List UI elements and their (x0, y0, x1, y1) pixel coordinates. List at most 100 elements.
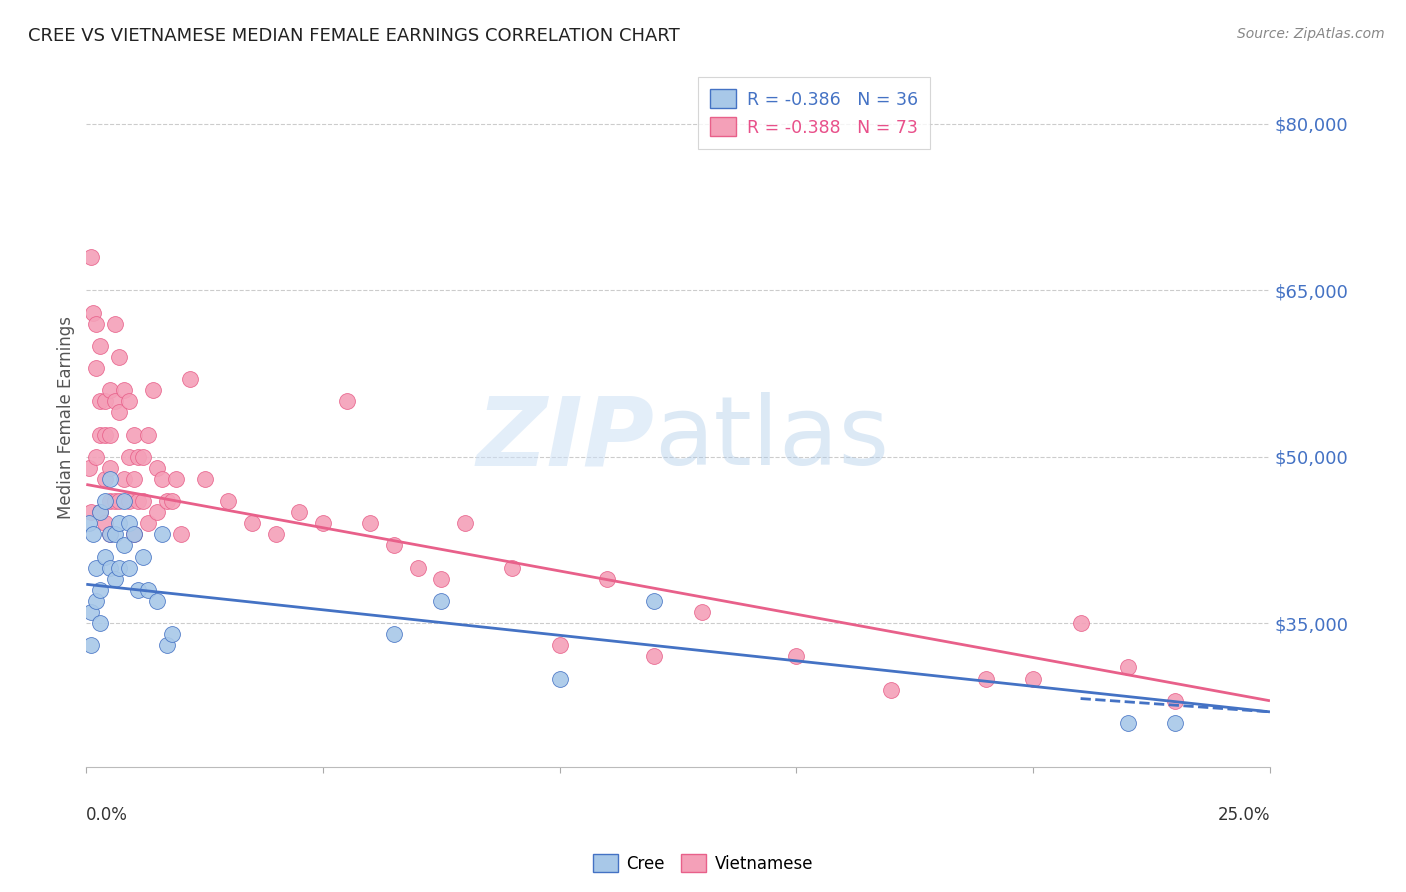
Point (1116, 660, 1139, 674)
Point (132, 450, 155, 464)
Text: 25.0%: 25.0% (1218, 806, 1270, 824)
Point (98, 494, 121, 508)
Point (454, 516, 477, 531)
Point (643, 649, 665, 664)
Point (98, 527, 121, 541)
Point (146, 594, 169, 608)
Point (127, 582, 149, 597)
Point (156, 494, 179, 508)
Point (118, 494, 141, 508)
Point (112, 539, 135, 553)
Point (94, 394, 117, 409)
Point (785, 649, 807, 664)
Point (240, 516, 263, 531)
Point (122, 427, 145, 442)
Legend: R = -0.386   N = 36, R = -0.388   N = 73: R = -0.386 N = 36, R = -0.388 N = 73 (697, 78, 929, 149)
Point (643, 594, 665, 608)
Point (430, 572, 453, 586)
Point (194, 472, 217, 486)
Point (359, 516, 381, 531)
Point (406, 560, 429, 574)
Text: Source: ZipAtlas.com: Source: ZipAtlas.com (1237, 27, 1385, 41)
Point (1164, 694, 1187, 708)
Point (89, 394, 111, 409)
Point (150, 472, 173, 486)
Text: 0.0%: 0.0% (86, 806, 128, 824)
Point (84, 361, 107, 376)
Point (98, 383, 121, 397)
Point (160, 627, 183, 641)
Point (312, 516, 335, 531)
Point (548, 638, 571, 652)
Point (84, 450, 107, 464)
Point (104, 572, 127, 586)
Point (336, 394, 359, 409)
Point (880, 682, 903, 697)
Point (288, 505, 311, 519)
Point (77, 460, 100, 475)
Point (80, 605, 103, 619)
Point (89, 505, 111, 519)
Point (548, 672, 571, 686)
Point (112, 494, 135, 508)
Point (974, 672, 997, 686)
Point (112, 383, 135, 397)
Point (160, 494, 183, 508)
Point (136, 516, 159, 531)
Point (82, 527, 104, 541)
Point (1116, 715, 1139, 730)
Point (690, 605, 713, 619)
Point (108, 516, 131, 531)
Point (84, 317, 107, 331)
Point (596, 572, 619, 586)
Point (264, 527, 287, 541)
Point (132, 549, 155, 564)
Point (94, 516, 117, 531)
Point (104, 394, 127, 409)
Point (77, 516, 100, 531)
Point (108, 405, 131, 419)
Point (104, 317, 127, 331)
Point (89, 582, 111, 597)
Point (142, 383, 165, 397)
Point (80, 638, 103, 652)
Point (89, 505, 111, 519)
Point (94, 472, 117, 486)
Point (122, 527, 145, 541)
Point (80, 505, 103, 519)
Point (108, 350, 131, 364)
Point (89, 339, 111, 353)
Point (108, 494, 131, 508)
Point (112, 472, 135, 486)
Point (165, 472, 187, 486)
Point (104, 494, 127, 508)
Y-axis label: Median Female Earnings: Median Female Earnings (58, 317, 75, 519)
Point (217, 494, 239, 508)
Point (89, 616, 111, 631)
Point (98, 560, 121, 574)
Point (94, 427, 117, 442)
Point (118, 516, 141, 531)
Point (82, 305, 104, 319)
Point (94, 494, 117, 508)
Point (122, 527, 145, 541)
Point (146, 505, 169, 519)
Point (122, 472, 145, 486)
Point (118, 450, 141, 464)
Point (1022, 672, 1045, 686)
Point (136, 427, 159, 442)
Point (98, 472, 121, 486)
Point (127, 450, 149, 464)
Point (94, 549, 117, 564)
Point (98, 460, 121, 475)
Point (98, 427, 121, 442)
Point (108, 560, 131, 574)
Point (104, 527, 127, 541)
Point (84, 560, 107, 574)
Text: CREE VS VIETNAMESE MEDIAN FEMALE EARNINGS CORRELATION CHART: CREE VS VIETNAMESE MEDIAN FEMALE EARNING… (28, 27, 681, 45)
Point (84, 594, 107, 608)
Point (382, 539, 405, 553)
Point (430, 594, 453, 608)
Point (382, 627, 405, 641)
Point (170, 527, 193, 541)
